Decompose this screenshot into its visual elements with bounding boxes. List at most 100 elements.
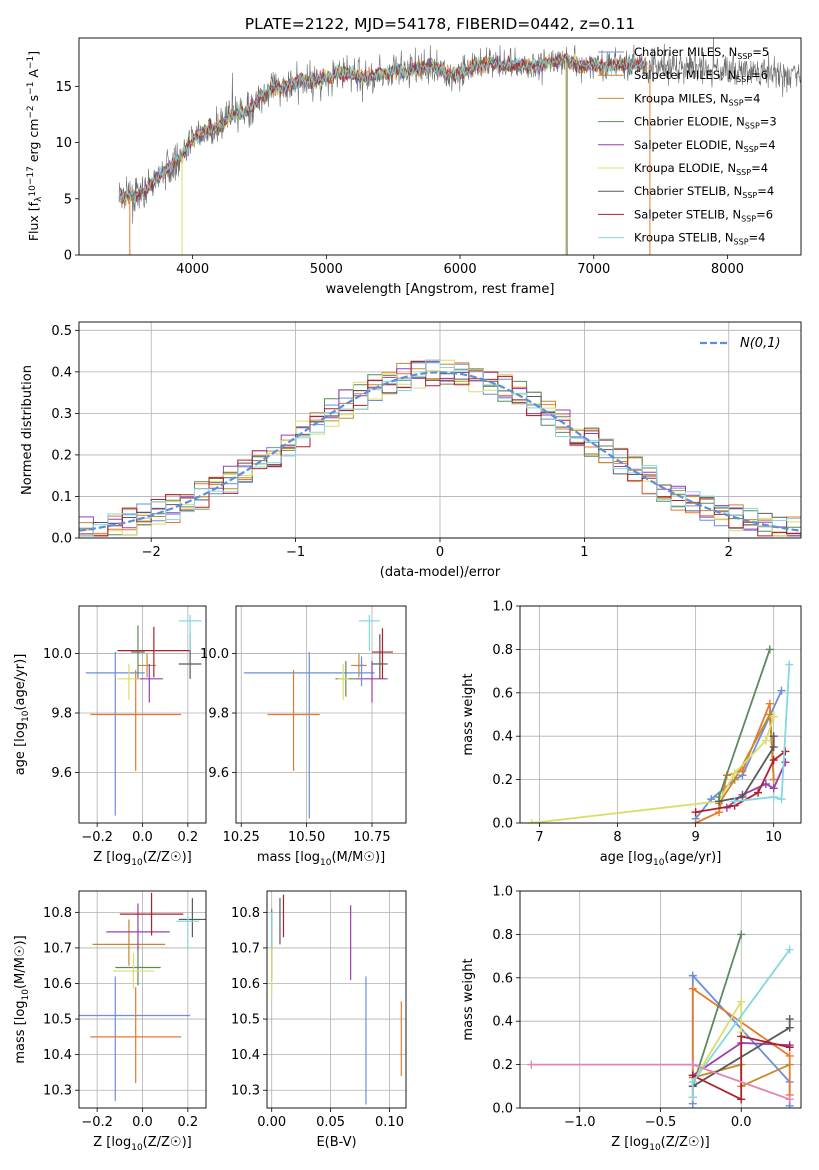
x-tick-label: 10.50 — [288, 830, 325, 845]
y-tick-label: 0.2 — [492, 773, 513, 788]
weight-marker — [769, 712, 778, 721]
weight-marker — [785, 1060, 794, 1069]
weight_vs_age-plot — [527, 645, 794, 823]
x-axis-label: mass [log10(M/M☉)] — [257, 850, 385, 868]
y-tick-label: 10.5 — [231, 1013, 260, 1028]
weight_vs_Z-plot — [527, 930, 794, 1108]
spectrum-legend: Chabrier MILES, NSSP=5 Salpeter MILES, NS… — [598, 45, 777, 247]
weight_vs_Z-axes: −1.0 −0.5 0.0 0.0 0.2 0.4 0.6 0.8 1.0 Z [log10(Z/… — [461, 885, 802, 1153]
x-tick-label: 0.0 — [132, 1115, 153, 1130]
axes-frame — [78, 890, 207, 1109]
legend-entry: Salpeter STELIB, NSSP=6 — [634, 207, 773, 223]
weight-marker — [688, 1060, 697, 1069]
axes-frame — [78, 605, 207, 824]
x-tick-label: 9 — [691, 830, 699, 845]
y-tick-label: 10.7 — [43, 941, 72, 956]
x-axis-label: age [log10(age/yr)] — [600, 850, 722, 868]
x-tick-label: 0 — [436, 545, 444, 560]
y-tick-label: 0.6 — [492, 971, 513, 986]
weight-marker — [765, 699, 774, 708]
weight-line — [692, 1035, 790, 1101]
x-tick-label: −0.5 — [645, 1115, 677, 1130]
weight-marker — [730, 769, 739, 778]
x-tick-label: −0.2 — [81, 830, 113, 845]
age_vs_Z-axes: −0.2 0.0 0.2 9.6 9.8 10.0 Z [log10(Z/Z☉)] age [… — [13, 605, 207, 868]
y-tick-label: 10.6 — [231, 977, 260, 992]
axes-frame — [266, 890, 407, 1109]
legend-entry: Chabrier MILES, NSSP=5 — [634, 45, 769, 61]
weight-marker — [769, 784, 778, 793]
y-tick-label: 10.0 — [43, 647, 72, 662]
x-tick-label: 0.0 — [731, 1115, 752, 1130]
y-tick-label: 5 — [64, 192, 72, 207]
age_vs_mass-plot — [243, 614, 393, 819]
weight-marker — [737, 997, 746, 1006]
y-tick-label: 10.8 — [43, 906, 72, 921]
weight-marker — [754, 788, 763, 797]
axes-frame — [235, 605, 407, 824]
y-tick-label: 0.4 — [492, 1015, 513, 1030]
y-tick-label: 9.6 — [208, 766, 229, 781]
axes-frame — [519, 605, 802, 824]
residual_histogram-axes: −2 −1 0 1 2 0.0 0.1 0.2 0.3 0.4 0.5 (data-model)/er… — [20, 321, 802, 580]
y-tick-label: 0.6 — [492, 686, 513, 701]
weight-marker — [715, 808, 724, 817]
weight-marker — [688, 1093, 697, 1102]
spectrum-plot — [118, 38, 801, 255]
legend-entry: N(0,1) — [740, 336, 781, 351]
weight-marker — [785, 1051, 794, 1060]
y-tick-label: 0.5 — [51, 324, 72, 339]
x-tick-label: 10 — [765, 830, 782, 845]
axes-frame — [78, 37, 802, 256]
weight-marker — [785, 1015, 794, 1024]
mass_vs_ebv-axes: 0.00 0.05 0.10 10.3 10.4 10.5 10.6 10.7 10.8 E(B-… — [231, 890, 407, 1150]
weight-marker — [688, 984, 697, 993]
x-tick-label: 4000 — [176, 262, 209, 277]
y-tick-label: 9.6 — [51, 766, 72, 781]
weight-line — [718, 649, 771, 798]
y-tick-label: 9.8 — [208, 707, 229, 722]
x-tick-label: −0.2 — [81, 1115, 113, 1130]
weight-marker — [785, 945, 794, 954]
x-tick-label: 0.00 — [257, 1115, 286, 1130]
y-axis-label: Normed distribution — [20, 365, 35, 495]
age_vs_mass-axes: 10.25 10.50 10.75 9.6 9.8 10.0 mass [log10(M/M… — [200, 605, 407, 868]
weight-marker — [737, 1095, 746, 1104]
y-axis-label: age [log10(age/yr)] — [13, 654, 31, 776]
y-tick-label: 0.0 — [492, 817, 513, 832]
weight-line — [692, 998, 743, 1083]
weight-marker — [769, 732, 778, 741]
y-tick-label: 0.4 — [51, 365, 72, 380]
y-axis-label: mass weight — [461, 673, 476, 755]
y-axis-label: mass weight — [461, 958, 476, 1040]
x-axis-label: Z [log10(Z/Z☉)] — [93, 850, 191, 868]
y-tick-label: 0.8 — [492, 928, 513, 943]
legend-entry: Kroupa MILES, NSSP=4 — [634, 91, 760, 107]
legend-entry: Kroupa STELIB, NSSP=4 — [634, 231, 765, 247]
histogram-step — [79, 360, 801, 537]
weight-marker — [777, 795, 786, 804]
x-tick-label: 7 — [535, 830, 543, 845]
x-axis-label: E(B-V) — [316, 1135, 356, 1150]
legend-entry: Kroupa ELODIE, NSSP=4 — [634, 161, 768, 177]
figure-title: PLATE=2122, MJD=54178, FIBERID=0442, z=0… — [245, 15, 635, 33]
legend-entry: Salpeter MILES, NSSP=6 — [634, 68, 768, 84]
x-tick-label: −2 — [142, 545, 161, 560]
x-tick-label: 8000 — [711, 262, 744, 277]
weight-marker — [765, 645, 774, 654]
y-axis-label: Flux [fλ10−17 erg cm−2 s−1 A−1] — [26, 51, 44, 241]
x-axis-label: (data-model)/error — [380, 565, 501, 580]
weight-marker — [688, 971, 697, 980]
y-axis-label: mass [log10(M/M☉)] — [13, 935, 31, 1063]
x-tick-label: −1.0 — [564, 1115, 596, 1130]
legend-entry: Chabrier ELODIE, NSSP=3 — [634, 115, 777, 131]
weight_vs_age-axes: 7 8 9 10 0.0 0.2 0.4 0.6 0.8 1.0 age [log10(age/yr… — [461, 600, 802, 868]
weight-marker — [691, 808, 700, 817]
weight-marker — [761, 736, 770, 745]
weight-marker — [715, 797, 724, 806]
weight-line — [718, 736, 775, 803]
x-axis-label: wavelength [Angstrom, rest frame] — [326, 282, 555, 297]
weight-marker — [785, 1095, 794, 1104]
x-tick-label: 2 — [725, 545, 733, 560]
y-tick-label: 10.3 — [231, 1084, 260, 1099]
